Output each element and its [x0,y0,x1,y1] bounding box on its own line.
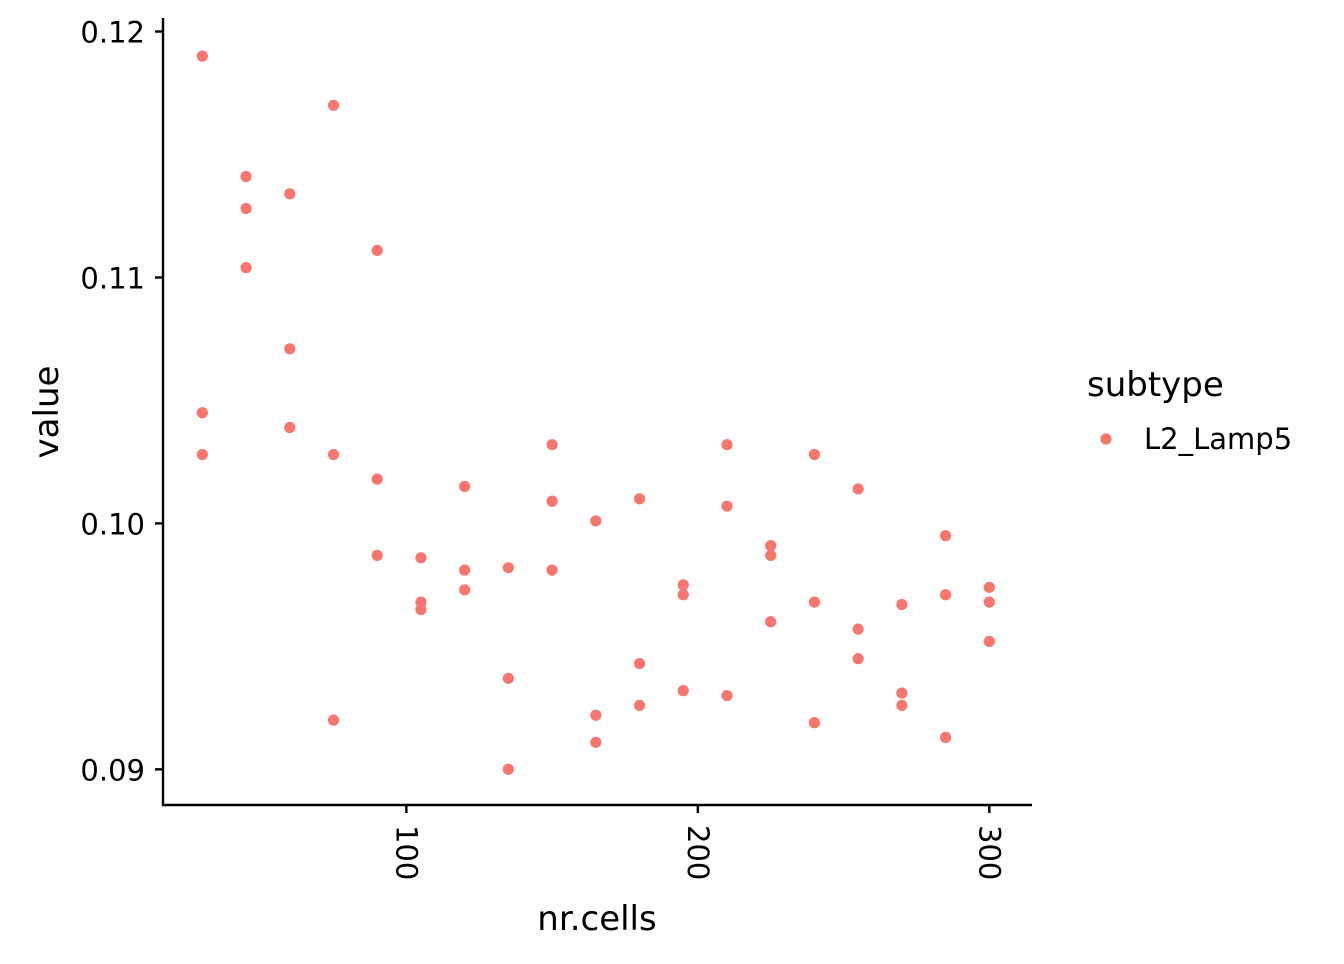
data-point [765,539,777,552]
x-tick-label: 200 [681,825,715,880]
data-point [721,439,733,451]
legend-label: L2_Lamp5 [1144,422,1292,456]
legend: subtype L2_Lamp5 [1087,365,1292,456]
x-tick-label: 100 [389,825,423,880]
data-point [415,603,427,616]
data-point [240,262,252,274]
data-point [502,562,514,574]
axes: 0.09 0.10 0.11 0.12 100 200 300 [80,16,1032,880]
data-point [590,515,602,527]
data-point [765,616,777,628]
y-tick-label: 0.11 [80,261,145,295]
data-point [940,530,952,542]
legend-title: subtype [1087,365,1224,405]
data-point [590,709,602,721]
data-point [765,549,777,561]
data-point [284,188,296,200]
data-point [808,717,821,729]
x-tick-label: 300 [972,825,1006,880]
data-point [502,672,514,684]
y-axis-title: value [27,366,67,459]
data-point [240,171,252,183]
data-point [852,653,864,665]
data-point [677,579,689,591]
data-point [196,50,208,62]
y-tick-label: 0.12 [80,16,145,50]
data-point [852,623,864,635]
data-point [284,421,296,434]
data-point [546,439,558,451]
data-point [371,549,383,561]
y-ticks: 0.09 0.10 0.11 0.12 [80,16,163,787]
data-point [940,589,952,601]
data-point [371,244,383,257]
data-point [590,736,602,748]
data-point [983,635,995,648]
data-point [940,731,952,743]
data-point [327,714,340,726]
data-point [896,598,908,611]
data-point [721,689,733,702]
data-point [459,480,471,493]
data-point [196,407,208,419]
data-point [983,581,995,593]
data-point [633,699,646,712]
data-point [983,596,995,608]
data-point [677,685,689,697]
data-point [327,99,340,111]
data-point [371,473,383,485]
data-point [502,763,514,775]
data-point [852,483,864,495]
legend-key [1100,433,1112,445]
y-tick-label: 0.10 [80,507,145,541]
data-point [284,343,296,355]
data-point [633,493,646,505]
y-tick-label: 0.09 [80,753,145,787]
data-point [327,448,340,461]
data-point [677,589,689,601]
data-point [633,657,646,670]
x-ticks: 100 200 300 [389,805,1006,880]
data-point [896,687,908,699]
data-point [415,552,427,564]
legend-entries: L2_Lamp5 [1100,422,1292,456]
data-points [196,50,995,775]
data-point [459,564,471,576]
data-point [546,564,558,576]
data-point [808,596,821,608]
data-point [196,448,208,461]
data-point [240,203,252,215]
x-axis-title: nr.cells [537,899,656,939]
data-point [808,448,821,461]
data-point [721,500,733,512]
data-point [459,584,471,596]
data-point [546,495,558,507]
data-point [896,699,908,712]
